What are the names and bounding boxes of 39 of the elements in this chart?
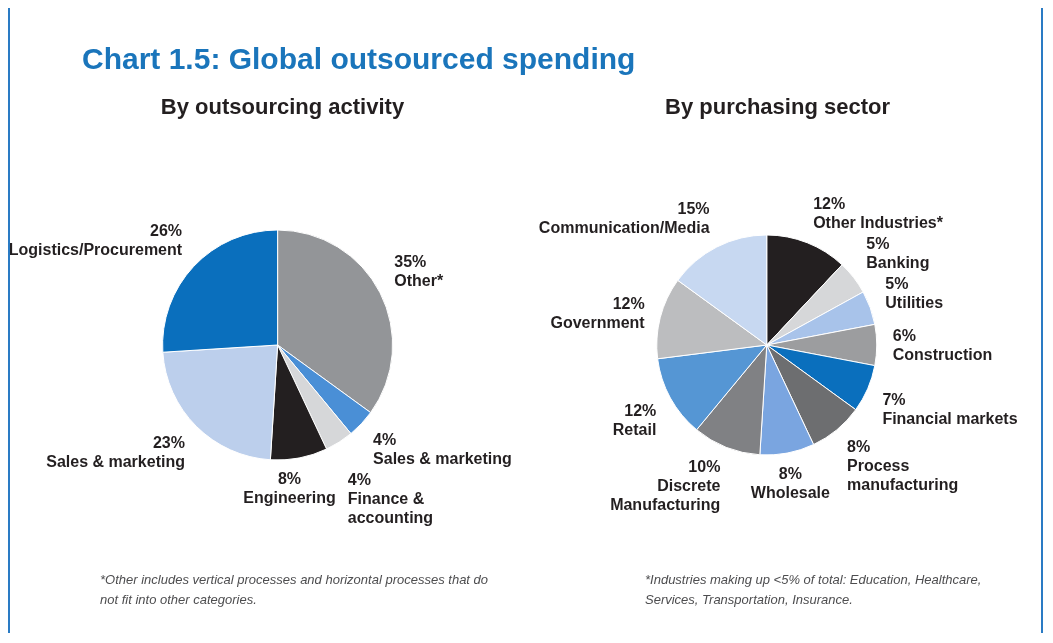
chart-subtitle: By outsourcing activity — [159, 94, 406, 120]
data-label: 12% — [624, 401, 657, 419]
data-label: 8% — [778, 464, 802, 482]
data-label: 26% — [150, 222, 183, 240]
data-label: 5% — [866, 234, 890, 252]
slice-label: Finance & accounting — [347, 489, 434, 526]
slice-label: Sales & marketing — [46, 452, 185, 470]
data-label: 4% — [347, 470, 371, 488]
chart-title: Chart 1.5: Global outsourced spending — [81, 41, 637, 76]
slice-label: Utilities — [885, 293, 944, 311]
slice-label: Government — [550, 314, 646, 332]
slice-label: Other* — [394, 271, 444, 289]
slice-label: Retail — [612, 420, 657, 438]
slice-label: Banking — [866, 253, 930, 271]
text: *Industries making up <5% of total: Education, Healthcare, Services, Transportation, Insurance. — [645, 571, 983, 609]
data-label: 12% — [612, 295, 645, 313]
data-label: 8% — [847, 438, 871, 456]
slice-label: Logistics/Procurement — [8, 241, 183, 259]
slice-label: Sales & marketing — [373, 449, 512, 467]
slice-label: Financial markets — [882, 410, 1018, 428]
data-label: 10% — [688, 458, 721, 476]
data-label: 4% — [373, 430, 397, 448]
slice-label: Engineering — [243, 488, 336, 506]
slice-label: Construction — [892, 345, 993, 363]
data-label: 6% — [892, 326, 916, 344]
data-label: 5% — [885, 274, 909, 292]
data-label: 7% — [882, 391, 906, 409]
data-label: 15% — [677, 199, 710, 217]
slice-label: Other Industries* — [813, 213, 944, 231]
slice-label: Discrete Manufacturing — [610, 477, 721, 514]
data-label: 12% — [813, 194, 846, 212]
data-label: 35% — [394, 252, 427, 270]
chart-subtitle: By purchasing sector — [664, 94, 891, 120]
data-label: 23% — [152, 433, 185, 451]
slice-label: Process manufacturing — [847, 457, 959, 494]
slice-label: Wholesale — [750, 483, 831, 501]
data-label: 8% — [277, 469, 302, 487]
slice-label: Communication/Media — [538, 218, 710, 236]
text: *Other includes vertical processes and horizontal processes that do not fit into other categories. — [100, 571, 490, 609]
